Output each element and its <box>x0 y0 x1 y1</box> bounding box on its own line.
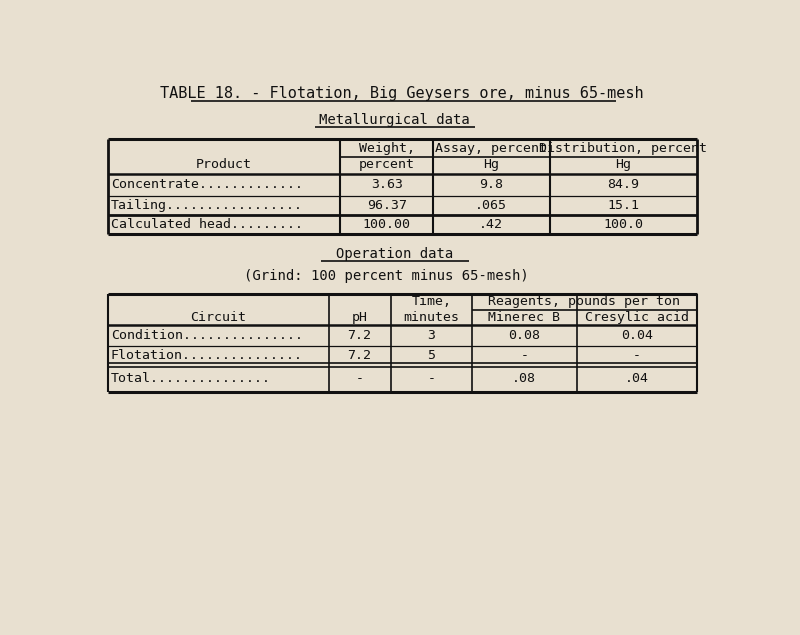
Text: Hg: Hg <box>615 158 631 171</box>
Text: 100.00: 100.00 <box>362 218 410 231</box>
Text: (Grind: 100 percent minus 65-mesh): (Grind: 100 percent minus 65-mesh) <box>244 269 529 283</box>
Text: Minerec B: Minerec B <box>488 311 560 324</box>
Text: .065: .065 <box>475 199 507 211</box>
Text: 3: 3 <box>427 329 435 342</box>
Text: Distribution, percent: Distribution, percent <box>539 142 707 156</box>
Text: Total...............: Total............... <box>111 372 271 385</box>
Text: pH: pH <box>352 311 368 324</box>
Text: 3.63: 3.63 <box>370 178 402 191</box>
Text: Cresylic acid: Cresylic acid <box>585 311 689 324</box>
Text: Circuit: Circuit <box>190 311 246 324</box>
Text: Flotation...............: Flotation............... <box>111 349 303 362</box>
Text: 100.0: 100.0 <box>603 218 643 231</box>
Text: 15.1: 15.1 <box>607 199 639 211</box>
Text: 9.8: 9.8 <box>479 178 503 191</box>
Text: Operation data: Operation data <box>336 247 453 261</box>
Text: Assay, percent: Assay, percent <box>435 142 547 156</box>
Text: -: - <box>520 349 528 362</box>
Text: 7.2: 7.2 <box>348 329 372 342</box>
Text: .42: .42 <box>479 218 503 231</box>
Text: Product: Product <box>196 158 252 171</box>
Text: Concentrate.............: Concentrate............. <box>111 178 303 191</box>
Text: minutes: minutes <box>403 311 459 324</box>
Text: TABLE 18. - Flotation, Big Geysers ore, minus 65-mesh: TABLE 18. - Flotation, Big Geysers ore, … <box>161 86 644 100</box>
Text: Metallurgical data: Metallurgical data <box>319 113 470 127</box>
Text: .04: .04 <box>625 372 649 385</box>
Text: 0.08: 0.08 <box>508 329 540 342</box>
Text: Tailing.................: Tailing................. <box>111 199 303 211</box>
Text: Reagents, pounds per ton: Reagents, pounds per ton <box>488 295 680 309</box>
Text: 96.37: 96.37 <box>366 199 406 211</box>
Text: -: - <box>633 349 641 362</box>
Text: percent: percent <box>358 158 414 171</box>
Text: Time,: Time, <box>411 295 451 309</box>
Text: Weight,: Weight, <box>358 142 414 156</box>
Text: Condition...............: Condition............... <box>111 329 303 342</box>
Text: -: - <box>356 372 364 385</box>
Text: 5: 5 <box>427 349 435 362</box>
Text: .08: .08 <box>512 372 536 385</box>
Text: Calculated head.........: Calculated head......... <box>111 218 303 231</box>
Text: 7.2: 7.2 <box>348 349 372 362</box>
Text: Hg: Hg <box>483 158 499 171</box>
Text: 0.04: 0.04 <box>621 329 653 342</box>
Text: -: - <box>427 372 435 385</box>
Text: 84.9: 84.9 <box>607 178 639 191</box>
